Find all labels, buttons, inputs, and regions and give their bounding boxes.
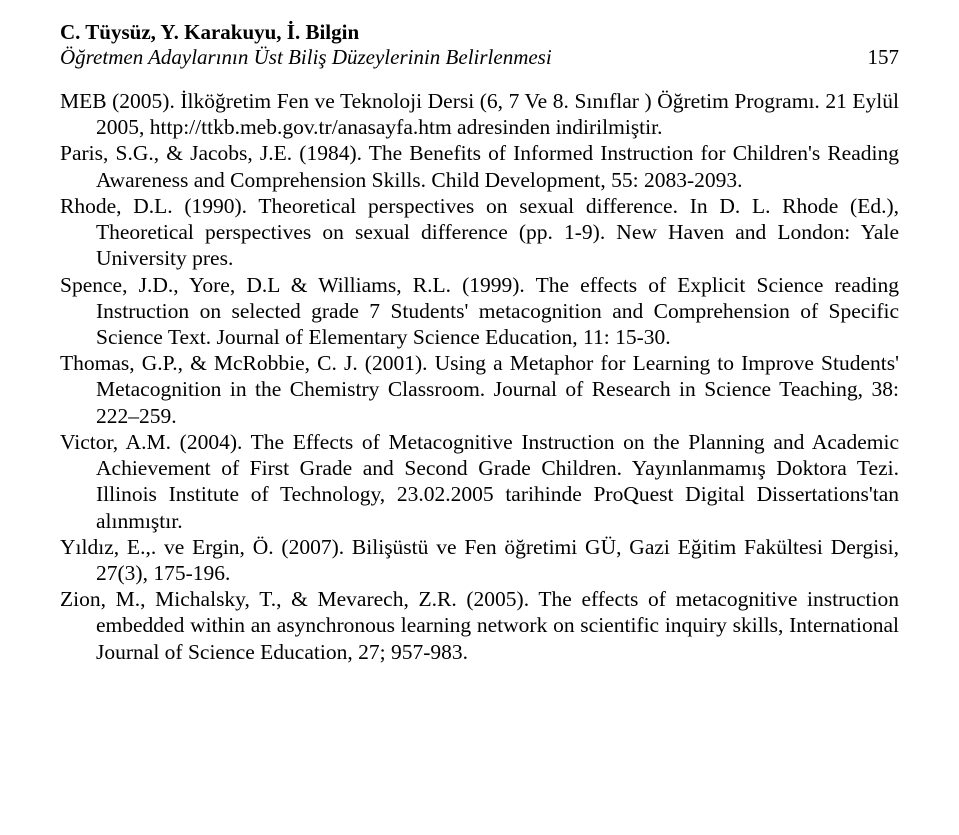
reference-item: Paris, S.G., & Jacobs, J.E. (1984). The … (60, 140, 899, 192)
reference-item: Thomas, G.P., & McRobbie, C. J. (2001). … (60, 350, 899, 429)
header-authors: C. Tüysüz, Y. Karakuyu, İ. Bilgin (60, 20, 899, 45)
reference-item: Zion, M., Michalsky, T., & Mevarech, Z.R… (60, 586, 899, 665)
reference-item: Yıldız, E.,. ve Ergin, Ö. (2007). Bilişü… (60, 534, 899, 586)
page-number: 157 (868, 45, 900, 70)
reference-item: MEB (2005). İlköğretim Fen ve Teknoloji … (60, 88, 899, 140)
reference-item: Spence, J.D., Yore, D.L & Williams, R.L.… (60, 272, 899, 351)
running-title: Öğretmen Adaylarının Üst Biliş Düzeyleri… (60, 45, 552, 70)
page: C. Tüysüz, Y. Karakuyu, İ. Bilgin Öğretm… (0, 0, 959, 695)
reference-item: Rhode, D.L. (1990). Theoretical perspect… (60, 193, 899, 272)
header-row: Öğretmen Adaylarının Üst Biliş Düzeyleri… (60, 45, 899, 70)
reference-item: Victor, A.M. (2004). The Effects of Meta… (60, 429, 899, 534)
